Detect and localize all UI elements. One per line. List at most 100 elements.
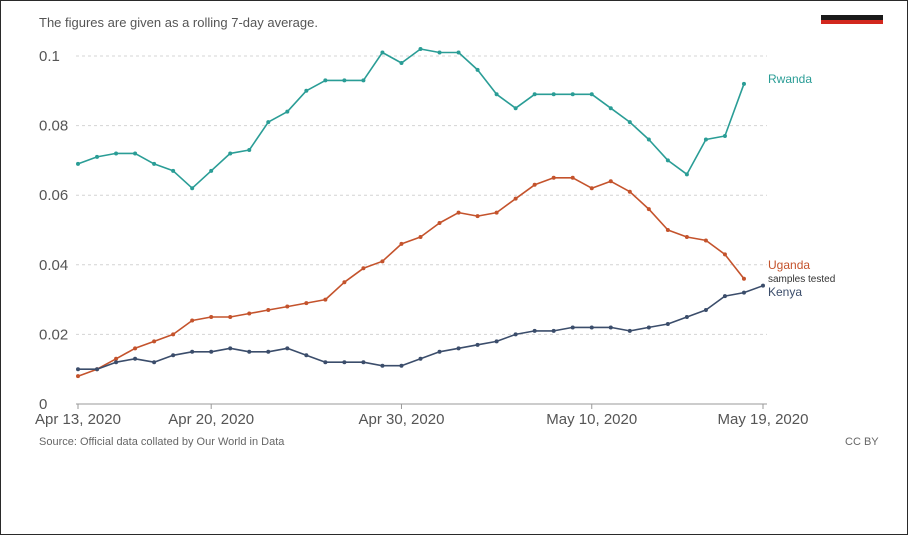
- data-point-rwanda: [418, 47, 423, 52]
- y-tick-label: 0.06: [39, 187, 68, 204]
- data-point-kenya: [761, 283, 765, 288]
- data-point-kenya: [209, 349, 214, 354]
- data-point-rwanda: [627, 120, 632, 125]
- data-point-kenya: [684, 315, 689, 319]
- data-point-uganda: [399, 241, 404, 246]
- data-point-kenya: [551, 328, 556, 333]
- data-point-rwanda: [190, 186, 195, 191]
- data-point-rwanda: [456, 50, 461, 55]
- chart-subtitle: The figures are given as a rolling 7-day…: [39, 15, 318, 30]
- data-point-uganda: [456, 210, 461, 215]
- y-tick-label: 0.1: [39, 48, 60, 65]
- x-tick-label: Apr 13, 2020: [35, 411, 121, 428]
- data-point-rwanda: [513, 106, 518, 111]
- data-point-kenya: [513, 332, 518, 337]
- data-point-rwanda: [76, 161, 80, 166]
- data-point-uganda: [209, 315, 214, 319]
- data-point-uganda: [646, 207, 651, 212]
- data-point-uganda: [285, 304, 290, 309]
- x-tick-label: Apr 30, 2020: [359, 411, 445, 428]
- data-point-kenya: [475, 342, 480, 347]
- data-point-kenya: [361, 360, 366, 365]
- data-point-uganda: [304, 301, 309, 306]
- x-tick-label: May 10, 2020: [546, 411, 637, 428]
- y-tick-label: 0.08: [39, 118, 68, 135]
- data-point-rwanda: [342, 78, 347, 83]
- series-label-rwanda: Rwanda: [768, 72, 812, 86]
- data-point-uganda: [361, 266, 366, 271]
- y-tick-label: 0.02: [39, 326, 68, 343]
- data-point-rwanda: [285, 109, 290, 114]
- data-point-kenya: [152, 360, 157, 365]
- data-point-uganda: [152, 339, 157, 344]
- data-point-rwanda: [437, 50, 442, 55]
- data-point-rwanda: [228, 151, 233, 156]
- source-note: Source: Official data collated by Our Wo…: [39, 436, 285, 448]
- data-point-rwanda: [209, 168, 214, 173]
- data-point-kenya: [437, 349, 442, 354]
- data-point-rwanda: [475, 67, 480, 72]
- data-point-kenya: [646, 325, 651, 330]
- series-label-uganda: Uganda: [768, 258, 810, 272]
- data-point-rwanda: [665, 158, 670, 163]
- data-point-uganda: [76, 374, 80, 379]
- data-point-uganda: [266, 308, 271, 313]
- data-point-kenya: [570, 325, 575, 330]
- data-point-kenya: [532, 328, 537, 333]
- series-line-uganda: [77, 177, 745, 377]
- data-point-kenya: [456, 346, 461, 351]
- data-point-kenya: [190, 349, 195, 354]
- data-point-uganda: [133, 346, 138, 351]
- data-point-uganda: [228, 315, 233, 319]
- data-point-uganda: [589, 186, 594, 191]
- flag-stripe-red: [821, 20, 883, 24]
- data-point-rwanda: [323, 78, 328, 83]
- data-point-kenya: [76, 367, 80, 372]
- data-point-kenya: [95, 367, 100, 372]
- data-point-uganda: [418, 234, 423, 239]
- data-point-uganda: [703, 238, 708, 243]
- y-axis: 0 0.02 0.04 0.06 0.08 0.1: [39, 48, 68, 413]
- data-point-kenya: [722, 294, 727, 299]
- flag-icon: [821, 15, 883, 25]
- data-point-rwanda: [380, 50, 385, 55]
- data-point-uganda: [247, 311, 252, 316]
- x-tick-label: May 19, 2020: [718, 411, 809, 428]
- data-point-kenya: [608, 325, 613, 330]
- data-point-rwanda: [570, 92, 575, 97]
- data-point-uganda: [684, 234, 689, 239]
- data-point-uganda: [190, 318, 195, 323]
- data-point-rwanda: [95, 154, 100, 159]
- line-chart: 0 0.02 0.04 0.06 0.08 0.1 Apr 13, 2020 Apr 20,…: [35, 47, 835, 428]
- x-axis: Apr 13, 2020 Apr 20, 2020 Apr 30, 2020 May …: [35, 404, 808, 428]
- data-point-rwanda: [646, 137, 651, 142]
- data-point-uganda: [741, 276, 746, 281]
- data-point-uganda: [342, 280, 347, 285]
- data-point-uganda: [627, 189, 632, 194]
- data-point-kenya: [247, 349, 252, 354]
- data-point-rwanda: [608, 106, 613, 111]
- data-point-kenya: [266, 349, 271, 354]
- data-point-rwanda: [266, 120, 271, 125]
- data-point-kenya: [285, 346, 290, 351]
- series-line-kenya: [78, 284, 764, 371]
- license-label: CC BY: [845, 436, 879, 448]
- data-point-uganda: [570, 175, 575, 180]
- data-point-uganda: [513, 196, 518, 201]
- data-point-kenya: [418, 356, 423, 361]
- data-point-kenya: [304, 353, 309, 358]
- data-point-uganda: [551, 175, 556, 180]
- data-point-uganda: [380, 259, 385, 264]
- gridlines: [76, 55, 767, 405]
- data-point-uganda: [437, 221, 442, 226]
- data-point-rwanda: [399, 60, 404, 65]
- data-point-kenya: [741, 290, 746, 295]
- y-tick-label: 0.04: [39, 257, 68, 274]
- data-point-rwanda: [722, 134, 727, 139]
- data-point-rwanda: [133, 151, 138, 156]
- data-point-rwanda: [494, 92, 499, 97]
- data-point-rwanda: [247, 147, 252, 152]
- data-point-kenya: [703, 308, 708, 313]
- data-point-kenya: [380, 363, 385, 368]
